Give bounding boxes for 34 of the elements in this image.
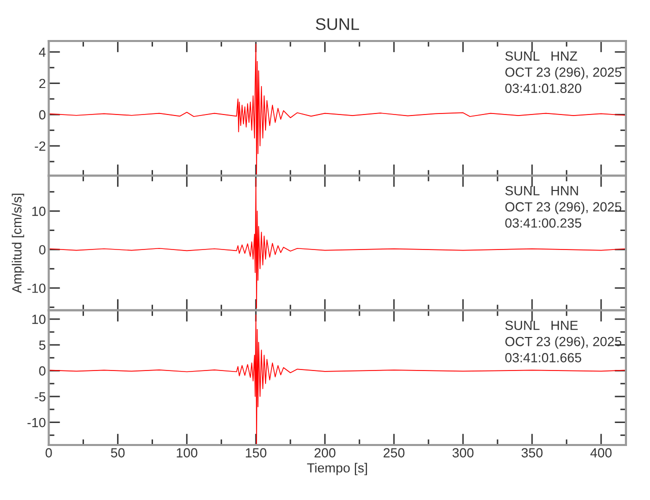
annotation: 03:41:00.235 [505,218,582,228]
y-tick-label: -10 [27,418,46,428]
annotation: 03:41:01.665 [505,353,582,362]
y-tick-label: 10 [32,314,46,324]
x-tick-label: 400 [590,448,612,458]
y-tick-label: 0 [39,245,46,254]
annotation: OCT 23 (296), 2025 [505,202,622,214]
x-tick-label: 0 [46,448,52,458]
annotation: SUNL HNZ [505,51,578,61]
annotation: SUNL HNE [505,320,578,330]
y-tick-label: 2 [39,78,46,88]
x-tick-label: 300 [452,448,474,458]
y-tick-label: 4 [38,48,46,57]
annotation: SUNL HNN [505,186,578,196]
y-tick-label: 0 [39,110,46,120]
annotation: 03:41:01.820 [505,84,582,94]
y-tick-label: -10 [27,284,46,293]
chart-title: SUNL [316,18,360,30]
x-tick-label: 250 [384,448,404,458]
y-axis-title: Amplitud [cm/s/s] [12,194,24,294]
y-tick-label: -5 [34,392,46,402]
x-tick-label: 200 [314,448,336,458]
line-series [48,178,626,308]
x-tick-label: 50 [110,448,125,458]
x-tick-label: 100 [176,448,198,458]
annotation: OCT 23 (296), 2025 [505,67,622,80]
x-tick-label: 150 [246,448,266,458]
y-tick-label: 10 [32,206,46,216]
x-axis-title: Tiempo [s] [307,462,367,476]
x-tick-label: 350 [522,448,543,458]
y-tick-label: 0 [39,366,46,376]
y-tick-label: -2 [34,141,46,151]
annotation: OCT 23 (296), 2025 [505,336,622,349]
y-tick-label: 5 [39,340,46,350]
